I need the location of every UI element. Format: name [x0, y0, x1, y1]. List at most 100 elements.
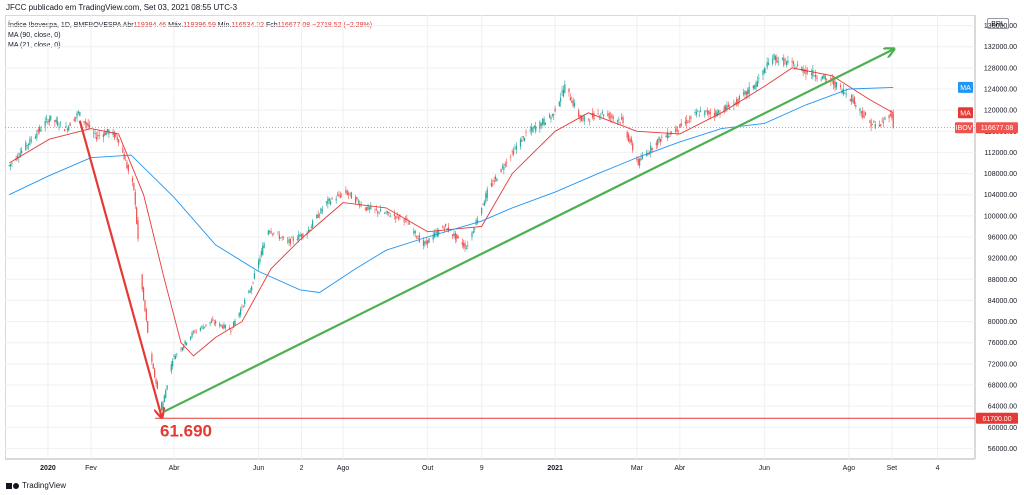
candle-body [94, 132, 96, 135]
candle-body [525, 132, 527, 133]
y-tick-label: 100000.00 [984, 213, 1017, 220]
candle-body [122, 148, 124, 153]
candle-body [851, 94, 853, 102]
candle-body [554, 108, 556, 112]
candle-body [776, 57, 778, 63]
candle-body [871, 124, 874, 126]
candle-body [821, 75, 824, 80]
candle-body [618, 119, 620, 121]
candle-body [270, 231, 272, 234]
candle-body [783, 57, 785, 66]
candle-body [679, 124, 681, 128]
candle-body [184, 340, 186, 345]
candle-body [30, 139, 32, 141]
candle-body [562, 89, 565, 97]
candle-body [242, 305, 244, 307]
candle-body [842, 89, 844, 94]
candle-body [589, 120, 591, 122]
candle-body [882, 122, 885, 123]
candle-body [257, 260, 260, 268]
currency-badge[interactable]: BRL [987, 18, 1009, 29]
candle-body [142, 287, 145, 300]
candle-body [34, 136, 37, 139]
candle-body [221, 326, 224, 329]
candle-body [686, 119, 688, 124]
candle-body [611, 114, 613, 119]
candle-body [591, 113, 594, 118]
candle-body [174, 355, 177, 360]
candle-body [734, 102, 736, 104]
x-tick-label: 2021 [547, 465, 563, 472]
candle-body [733, 103, 735, 106]
candle-body [493, 179, 495, 182]
candle-body [810, 73, 813, 75]
legend-ma90[interactable]: MA (90, close, 0) [8, 32, 61, 39]
candle-body [115, 132, 117, 137]
candle-body [95, 137, 98, 140]
candle-body [288, 239, 290, 243]
candle-body [844, 92, 846, 94]
candle-body [331, 198, 333, 200]
candle-body [852, 99, 854, 103]
candle-body [26, 145, 28, 146]
candle-body [9, 163, 12, 167]
x-tick-label: 2020 [40, 465, 56, 472]
candle-body [127, 165, 129, 172]
trend-arrow[interactable] [163, 49, 893, 413]
candle-body [341, 193, 343, 195]
y-tick-label: 112000.00 [984, 150, 1017, 157]
time-axis[interactable] [5, 459, 975, 474]
candle-body [166, 385, 168, 390]
candle-body [25, 142, 27, 150]
candle-body [464, 243, 466, 249]
candle-body [542, 119, 544, 125]
candle-body [490, 183, 492, 187]
candle-body [253, 273, 256, 279]
candle-body [262, 246, 264, 256]
price-axis[interactable] [975, 15, 1021, 459]
legend-ma21[interactable]: MA (21, close, 0) [8, 42, 61, 49]
candle-body [532, 127, 534, 133]
candle-body [201, 326, 203, 327]
candle-body [504, 163, 506, 167]
candle-body [83, 121, 85, 123]
candle-body [639, 158, 641, 166]
candle-body [514, 148, 516, 150]
candle-body [880, 124, 882, 126]
candle-body [397, 216, 400, 219]
candle-body [145, 309, 147, 321]
y-tick-label: 88000.00 [988, 277, 1017, 284]
footer[interactable]: TradingView [6, 481, 66, 490]
candle-body [259, 258, 261, 262]
drop-arrow[interactable] [78, 120, 162, 417]
candle-body [467, 245, 469, 246]
x-tick-label: 9 [480, 465, 484, 472]
candle-body [593, 112, 595, 120]
candle-body [190, 336, 192, 340]
candle-body [309, 229, 311, 231]
candle-body [590, 114, 592, 116]
candle-body [291, 237, 293, 238]
candle-body [863, 115, 865, 118]
moving-averages [8, 67, 894, 357]
candle-body [785, 61, 788, 65]
candle-body [357, 201, 359, 203]
candle-body [302, 233, 304, 238]
candle-body [738, 96, 741, 100]
y-tick-label: 76000.00 [988, 340, 1017, 347]
candle-body [515, 146, 517, 150]
candle-body [316, 214, 318, 219]
candle-body [45, 118, 48, 120]
candle-body [278, 234, 280, 239]
candle-body [156, 381, 159, 390]
candle-body [442, 226, 444, 228]
candle-body [339, 195, 341, 198]
candle-body [415, 236, 418, 238]
candle-body [260, 250, 262, 256]
candle-body [607, 113, 609, 116]
candle-body [425, 240, 427, 243]
candle-body [461, 242, 463, 246]
candle-body [855, 104, 857, 107]
candle-body [568, 88, 570, 93]
